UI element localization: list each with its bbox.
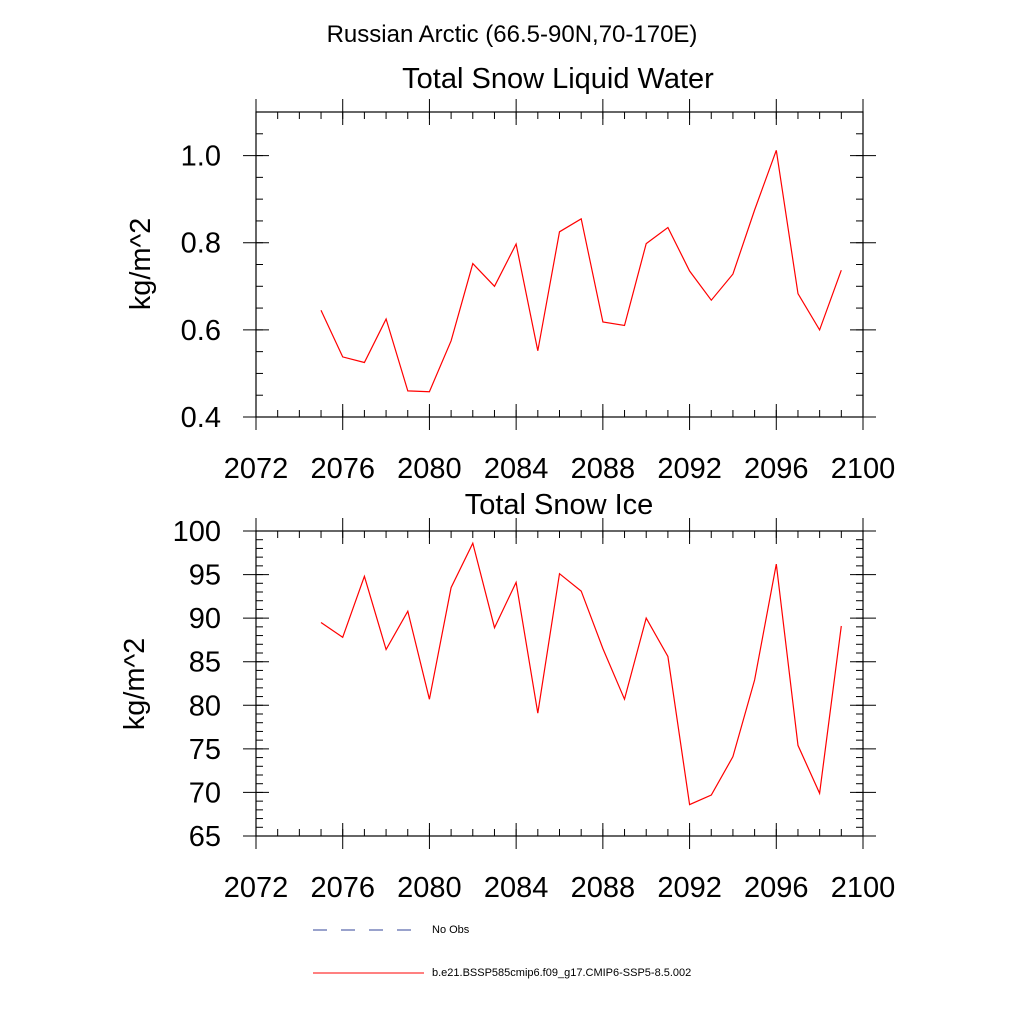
y-tick-label: 100 [173, 516, 221, 548]
legend-item-model-run: b.e21.BSSP585cmip6.f09_g17.CMIP6-SSP5-8.… [313, 967, 691, 979]
y-axis-label: kg/m^2 [119, 638, 151, 731]
legend-label: b.e21.BSSP585cmip6.f09_g17.CMIP6-SSP5-8.… [432, 967, 691, 979]
figure-title: Russian Arctic (66.5-90N,70-170E) [327, 21, 698, 48]
axes: 2072 2076 2080 2084 2088 2092 2096 2100 65 70 75 80… [173, 516, 896, 904]
legend: No Obs b.e21.BSSP585cmip6.f09_g17.CMIP6-… [313, 924, 691, 979]
x-tick-label: 2072 [224, 872, 289, 904]
x-tick-label: 2080 [397, 453, 462, 485]
panel-snow-ice: Total Snow Ice kg/m^2 2072 2076 2080 2084 20… [119, 489, 895, 904]
y-tick-label: 80 [189, 690, 221, 722]
x-tick-label: 2092 [657, 453, 722, 485]
series-line [320, 541, 842, 806]
x-tick-label: 2076 [310, 453, 375, 485]
legend-label: No Obs [432, 924, 470, 936]
y-tick-label: 90 [189, 603, 221, 635]
legend-item-no-obs: No Obs [313, 924, 470, 936]
panel-snow-liquid-water: Total Snow Liquid Water kg/m^2 2072 2076 2… [125, 63, 895, 485]
x-tick-label: 2100 [831, 872, 896, 904]
x-tick-label: 2080 [397, 872, 462, 904]
x-tick-label: 2100 [831, 453, 896, 485]
y-tick-label: 1.0 [181, 141, 221, 173]
y-tick-label: 65 [189, 821, 221, 853]
x-tick-label: 2092 [657, 872, 722, 904]
x-tick-label: 2088 [571, 872, 636, 904]
y-tick-label: 95 [189, 560, 221, 592]
x-tick-label: 2096 [744, 872, 809, 904]
y-tick-label: 85 [189, 647, 221, 679]
x-tick-label: 2088 [571, 453, 636, 485]
y-tick-label: 70 [189, 777, 221, 809]
y-tick-label: 0.8 [181, 228, 221, 260]
x-tick-label: 2096 [744, 453, 809, 485]
x-tick-label: 2084 [484, 453, 549, 485]
x-tick-label: 2072 [224, 453, 289, 485]
axes: 2072 2076 2080 2084 2088 2092 2096 2100 0.4 0.6 0.… [181, 99, 896, 485]
y-axis-label: kg/m^2 [125, 218, 157, 311]
x-tick-label: 2076 [310, 872, 375, 904]
panel-title: Total Snow Liquid Water [402, 63, 714, 95]
panel-title: Total Snow Ice [465, 489, 654, 521]
x-tick-label: 2084 [484, 872, 549, 904]
y-tick-label: 0.6 [181, 315, 221, 347]
y-tick-label: 75 [189, 734, 221, 766]
plot-frame [255, 111, 864, 418]
series-line [320, 150, 842, 393]
plot-frame [255, 530, 864, 837]
y-tick-label: 0.4 [181, 402, 221, 434]
